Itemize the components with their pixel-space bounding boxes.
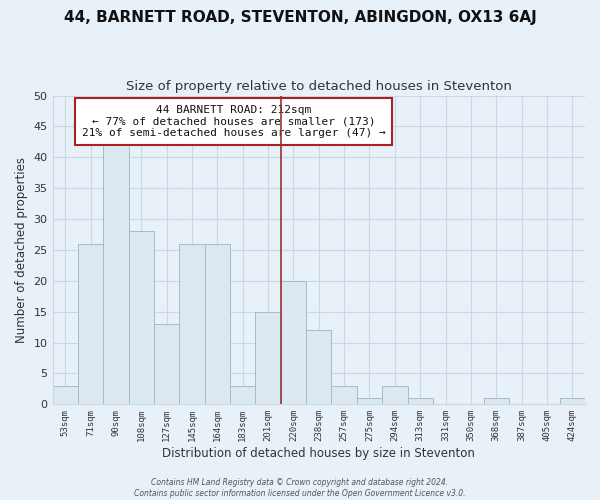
- Title: Size of property relative to detached houses in Steventon: Size of property relative to detached ho…: [126, 80, 512, 93]
- Bar: [560, 398, 585, 404]
- Bar: [331, 386, 357, 404]
- X-axis label: Distribution of detached houses by size in Steventon: Distribution of detached houses by size …: [163, 447, 475, 460]
- Bar: [256, 312, 281, 404]
- Bar: [154, 324, 179, 404]
- Bar: [128, 232, 154, 404]
- Bar: [281, 281, 306, 404]
- Text: Contains HM Land Registry data © Crown copyright and database right 2024.
Contai: Contains HM Land Registry data © Crown c…: [134, 478, 466, 498]
- Bar: [306, 330, 331, 404]
- Bar: [205, 244, 230, 404]
- Bar: [103, 145, 128, 405]
- Text: 44, BARNETT ROAD, STEVENTON, ABINGDON, OX13 6AJ: 44, BARNETT ROAD, STEVENTON, ABINGDON, O…: [64, 10, 536, 25]
- Bar: [407, 398, 433, 404]
- Bar: [53, 386, 78, 404]
- Text: 44 BARNETT ROAD: 212sqm
← 77% of detached houses are smaller (173)
21% of semi-d: 44 BARNETT ROAD: 212sqm ← 77% of detache…: [82, 105, 385, 138]
- Bar: [230, 386, 256, 404]
- Bar: [484, 398, 509, 404]
- Bar: [179, 244, 205, 404]
- Bar: [78, 244, 103, 404]
- Y-axis label: Number of detached properties: Number of detached properties: [15, 157, 28, 343]
- Bar: [382, 386, 407, 404]
- Bar: [357, 398, 382, 404]
